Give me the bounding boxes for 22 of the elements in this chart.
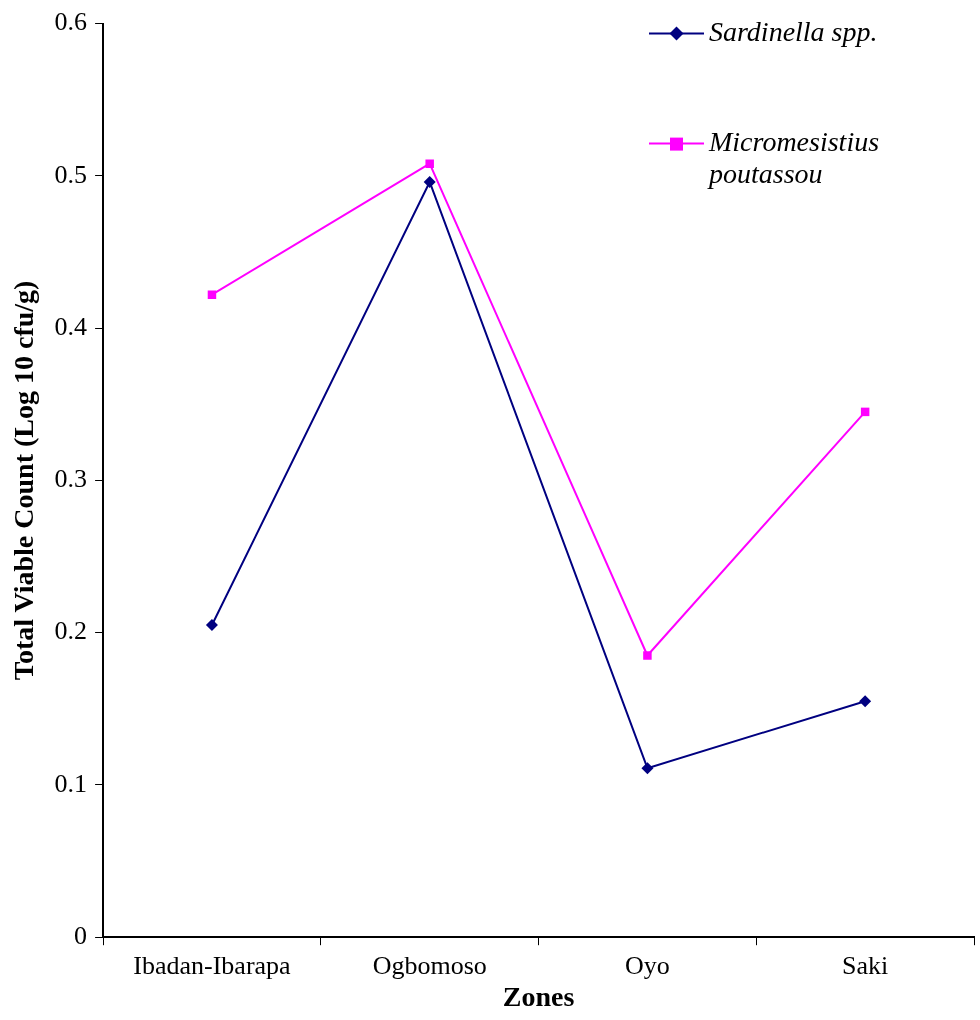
legend-label: Sardinella spp. [709, 15, 878, 47]
y-tick-label: 0.6 [54, 7, 88, 37]
y-axis-title: Total Viable Count (Log 10 cfu/g) [8, 280, 40, 681]
point [425, 159, 434, 168]
x-axis-title: Zones [502, 981, 575, 1013]
point [859, 695, 872, 708]
point [207, 290, 217, 299]
x-tick-label: Saki [842, 950, 889, 980]
point [643, 651, 652, 660]
point [641, 762, 654, 775]
point [423, 175, 436, 188]
y-tick-label: 0 [74, 921, 88, 951]
legend-label: Micromesistius poutassou [707, 125, 880, 189]
y-tick-label: 0.5 [54, 159, 88, 189]
x-tick-label: Ogbomoso [372, 950, 487, 980]
y-tick-label: 0.2 [54, 616, 88, 646]
point [205, 619, 218, 632]
x-tick-label: Oyo [625, 950, 670, 980]
x-tick-label: Ibadan-Ibarapa [133, 950, 292, 980]
y-tick-label: 0.1 [54, 768, 88, 798]
y-tick-label: 0.4 [54, 311, 88, 341]
y-tick-label: 0.3 [54, 464, 88, 494]
